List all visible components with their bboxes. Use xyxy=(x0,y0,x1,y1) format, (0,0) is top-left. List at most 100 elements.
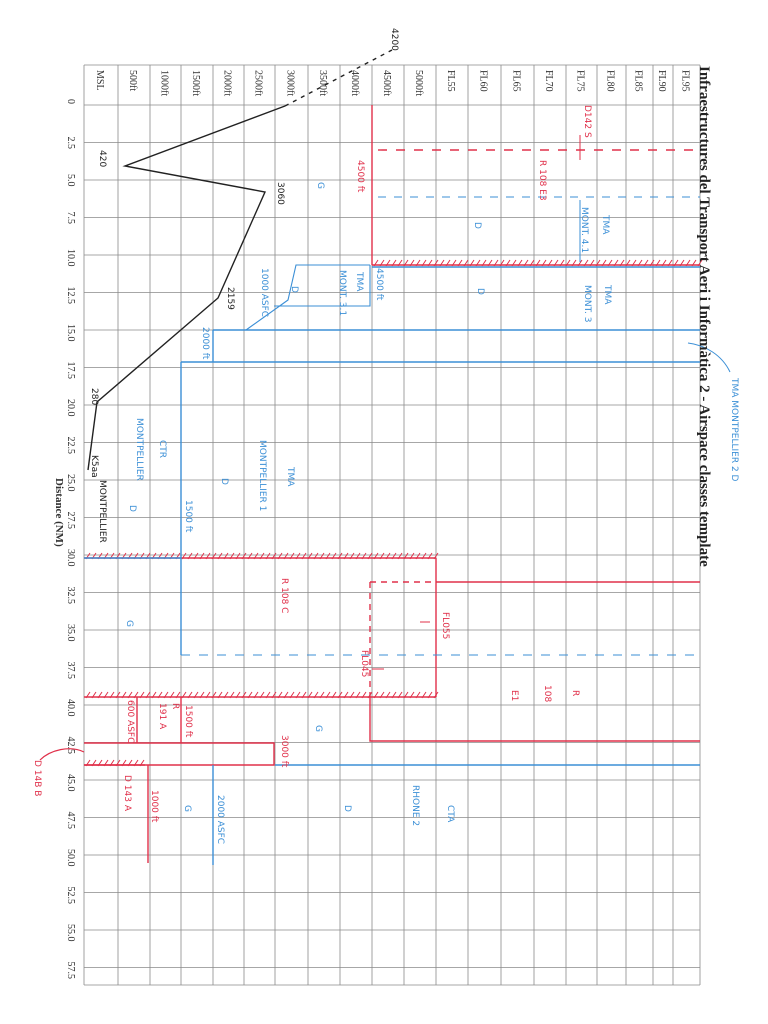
boundary-line xyxy=(274,265,371,307)
annotation-label: 2000 ft xyxy=(200,327,210,360)
annotation-label: 420 xyxy=(97,150,107,167)
hatch-marks xyxy=(373,259,703,267)
annotation-label: CTA xyxy=(445,805,455,823)
annotation-label: FL045 xyxy=(359,650,369,677)
annotation-label: 3060 xyxy=(275,182,285,205)
annotation-label: D 14B B xyxy=(32,760,42,796)
distance-label: 2.5 xyxy=(65,137,76,150)
distance-labels: 0 2.5 5.0 7.5 10.0 12.5 15.0 17.5 20.0 22.5 25.0 27… xyxy=(65,99,76,979)
annotation-label: D xyxy=(289,286,299,293)
distance-label: 45.0 xyxy=(65,774,76,792)
annotation-label: 4500 ft xyxy=(355,160,365,193)
distance-label: 57.5 xyxy=(65,962,76,980)
annotation-label: MONT. 4.1 xyxy=(579,207,589,253)
hatch-marks xyxy=(85,552,439,560)
annotation-label: 1000 ft xyxy=(149,790,159,823)
boundary-line xyxy=(84,742,275,766)
distance-label: 20.0 xyxy=(65,399,76,417)
annotation-label: G xyxy=(315,182,325,189)
altitude-label: FL75 xyxy=(575,70,586,92)
annotation-label: CTR xyxy=(157,440,167,458)
distance-label: 27.5 xyxy=(65,512,76,530)
altitude-label: 3000ft xyxy=(285,70,296,96)
altitude-label: 1000ft xyxy=(159,70,170,96)
annotation-label: D xyxy=(127,505,137,512)
distance-label: 55.0 xyxy=(65,924,76,942)
page-title: Infraestructures del Transport Aeri i In… xyxy=(696,66,712,567)
distance-label: 15.0 xyxy=(65,324,76,342)
annotation-label: RHONE 2 xyxy=(410,785,420,826)
distance-label: 35.0 xyxy=(65,624,76,642)
annotation-label: 2159 xyxy=(225,287,235,310)
altitude-label: 4000ft xyxy=(349,70,360,96)
annotation-label: R xyxy=(570,690,580,696)
annotation-label: G xyxy=(124,620,134,627)
annotation-label: D 143 A xyxy=(122,775,132,812)
hatch-marks xyxy=(85,759,145,767)
annotation-label: D xyxy=(475,288,485,295)
altitude-label: 3500ft xyxy=(317,70,328,96)
altitude-label: 4500ft xyxy=(381,70,392,96)
annotations: 4200 420 3060 2159 280 K5aa MONTPELLIER 4500 ft… xyxy=(32,28,739,844)
annotation-label: 4500 ft xyxy=(374,268,384,301)
boundary-line xyxy=(245,264,370,331)
airspace-boundaries xyxy=(39,49,731,865)
annotation-label: TMA xyxy=(285,466,295,487)
distance-label: 7.5 xyxy=(65,212,76,225)
distance-label: 10.0 xyxy=(65,249,76,267)
arrow xyxy=(39,748,85,761)
annotation-label: TMA MONTPELLIER 2 D xyxy=(729,377,739,482)
annotation-label: MONT. 3.1 xyxy=(337,270,347,316)
annotation-label: MONT. 3 xyxy=(582,285,592,322)
boundary-line xyxy=(369,697,700,742)
distance-label: 40.0 xyxy=(65,699,76,717)
distance-label: 0 xyxy=(65,99,76,104)
altitude-labels: MSL 500ft 1000ft 1500ft 2000ft 2500ft 3000ft 35… xyxy=(94,70,691,96)
annotation-label: D142 S xyxy=(582,105,592,138)
altitude-label: FL95 xyxy=(680,70,691,92)
arrow xyxy=(687,342,731,373)
annotation-label: K5aa xyxy=(89,455,99,478)
annotation-label: 3000 ft xyxy=(279,735,289,768)
annotation-label: TMA xyxy=(600,214,610,235)
distance-label: 37.5 xyxy=(65,662,76,680)
x-axis-label: Distance (NM) xyxy=(53,478,65,547)
annotation-label: 1500 ft xyxy=(183,500,193,533)
annotation-label: 280 xyxy=(89,388,99,405)
altitude-label: FL85 xyxy=(633,70,644,92)
terrain-profile xyxy=(87,105,286,471)
annotation-label: R xyxy=(170,703,180,709)
annotation-label: 2000 ASFC xyxy=(215,795,225,844)
altitude-label: 5000ft xyxy=(413,70,424,96)
altitude-label: FL90 xyxy=(656,70,667,92)
altitude-label: 1500ft xyxy=(190,70,201,96)
altitude-label: FL80 xyxy=(605,70,616,92)
distance-label: 47.5 xyxy=(65,812,76,830)
distance-label: 22.5 xyxy=(65,437,76,455)
annotation-label: D xyxy=(342,805,352,812)
distance-label: 12.5 xyxy=(65,287,76,305)
terrain-extension xyxy=(284,49,393,107)
annotation-label: MONTPELLIER xyxy=(134,418,144,481)
annotation-label: 4200 xyxy=(389,28,399,51)
annotation-label: R 108 C xyxy=(279,578,289,613)
annotation-label: 600 ASFC xyxy=(125,700,135,743)
annotation-label: 1000 ASFC xyxy=(259,268,269,317)
altitude-label: FL60 xyxy=(478,70,489,92)
distance-label: 17.5 xyxy=(65,362,76,380)
distance-label: 42.5 xyxy=(65,737,76,755)
annotation-label: 191 A xyxy=(157,703,167,730)
distance-label: 32.5 xyxy=(65,587,76,605)
annotation-label: 108 xyxy=(542,685,552,702)
altitude-label: FL65 xyxy=(511,70,522,92)
annotation-label: MONTPELLIER 1 xyxy=(257,440,267,511)
annotation-label: G xyxy=(313,725,323,732)
annotation-label: R 108 E3 xyxy=(537,160,547,201)
distance-label: 5.0 xyxy=(65,174,76,187)
altitude-label: FL70 xyxy=(543,70,554,92)
altitude-label: MSL xyxy=(94,70,105,91)
distance-label: 30.0 xyxy=(65,549,76,567)
altitude-label: 2000ft xyxy=(222,70,233,96)
annotation-label: D xyxy=(219,478,229,485)
